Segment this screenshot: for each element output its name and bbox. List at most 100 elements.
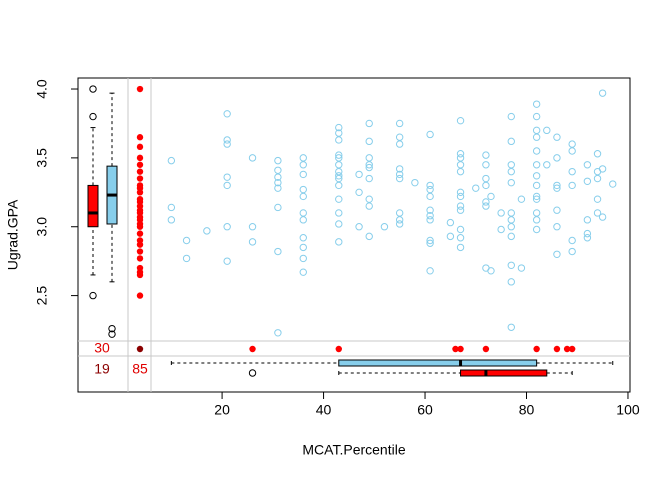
point (507, 223, 515, 231)
point (497, 209, 505, 217)
point (365, 174, 373, 183)
missing-point (457, 345, 464, 353)
outlier (248, 369, 257, 377)
point (593, 195, 602, 203)
point (365, 119, 373, 128)
point (507, 209, 515, 217)
missing-point (249, 345, 256, 353)
point (583, 177, 592, 185)
point (426, 185, 434, 194)
point (532, 133, 541, 141)
point (446, 218, 455, 227)
outlier (108, 330, 116, 338)
point (365, 202, 373, 210)
point (299, 161, 307, 169)
point (568, 181, 576, 190)
point (532, 216, 541, 224)
point (426, 216, 434, 224)
point (507, 216, 515, 224)
point (248, 223, 257, 231)
point (456, 154, 465, 162)
point (299, 170, 307, 179)
point (223, 223, 231, 231)
point (274, 166, 282, 174)
point (274, 156, 282, 165)
y-tick-label: 2.5 (34, 286, 50, 306)
missing-point (568, 345, 576, 353)
point (223, 173, 231, 181)
point (223, 110, 231, 118)
point (487, 267, 495, 275)
point (395, 140, 404, 148)
point (456, 206, 465, 214)
x-tick-label: 20 (214, 402, 230, 418)
point (395, 133, 404, 141)
point (532, 192, 541, 201)
point (395, 170, 404, 179)
point (583, 216, 592, 224)
point (456, 116, 465, 125)
missing-point (452, 345, 459, 353)
point (583, 161, 592, 169)
point (274, 173, 282, 181)
point (274, 247, 282, 256)
point (223, 140, 231, 148)
point (507, 232, 515, 241)
point (593, 150, 602, 158)
x-tick-label: 40 (316, 402, 332, 418)
point (472, 184, 480, 192)
point (395, 216, 404, 224)
point (223, 257, 231, 265)
point (365, 154, 373, 162)
point (568, 247, 576, 256)
point (456, 192, 465, 201)
missing-point (136, 292, 144, 299)
point (553, 154, 561, 162)
point (553, 184, 561, 192)
outlier (89, 112, 97, 121)
missing-point (136, 168, 144, 175)
point (335, 151, 343, 159)
point (456, 188, 465, 197)
point (553, 206, 561, 214)
point (482, 174, 490, 183)
missing-point (136, 223, 144, 230)
point (456, 161, 465, 169)
point (507, 278, 515, 286)
point (335, 238, 343, 246)
point (532, 161, 541, 169)
outlier (89, 85, 97, 93)
x-axis-label: MCAT.Percentile (302, 442, 405, 458)
point (182, 236, 191, 245)
missing-point (563, 345, 571, 353)
point (426, 206, 434, 214)
point (248, 154, 257, 162)
point (532, 181, 541, 190)
point (299, 192, 307, 201)
point (248, 238, 257, 246)
point (532, 112, 541, 121)
point (598, 165, 607, 173)
point (299, 243, 307, 252)
y-tick-label: 3.5 (34, 148, 50, 168)
point (446, 232, 455, 241)
box (338, 359, 538, 367)
point (553, 181, 561, 190)
point (411, 178, 419, 187)
point (299, 154, 307, 162)
missing-point (136, 154, 144, 162)
point (532, 225, 541, 234)
plot-frame (77, 77, 631, 393)
missing-count: 19 (94, 361, 110, 377)
point (426, 236, 434, 245)
point (426, 267, 434, 275)
point (456, 202, 465, 210)
missing-point (136, 175, 144, 182)
point (395, 165, 404, 173)
missing-point (136, 134, 144, 141)
point (335, 172, 343, 180)
point (365, 195, 373, 203)
point (395, 209, 404, 217)
point (299, 185, 307, 194)
point (426, 130, 434, 139)
